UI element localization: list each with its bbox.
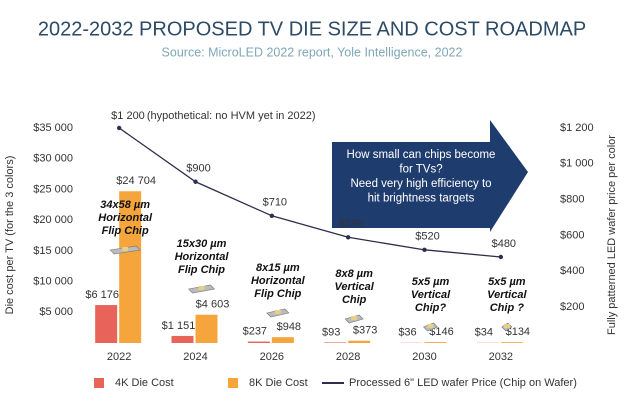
bar [171, 335, 194, 343]
y-tick-label: $5 000 [39, 306, 73, 318]
line-annotation: (hypothetical: no HVM yet in 2022) [147, 110, 316, 122]
chip-label: Horizontal [175, 251, 230, 263]
bar-value-label: $373 [353, 325, 377, 337]
chip-label: 5x5 µm [488, 276, 526, 288]
bar-value-label: $1 151 [162, 320, 196, 332]
chip-icon [122, 247, 129, 251]
bar [500, 342, 523, 343]
chip-label: 5x5 µm [412, 276, 450, 288]
callout: How small can chips become for TVs? Need v… [332, 120, 528, 232]
line-point [498, 254, 504, 260]
callout-text: hit brightness targets [368, 193, 475, 205]
callout-text: How small can chips become [347, 149, 496, 161]
y-tick-label: $30 000 [33, 153, 73, 165]
chart-subtitle: Source: MicroLED 2022 report, Yole Intel… [162, 45, 463, 59]
chip-label: Chip [342, 294, 367, 306]
line-point [345, 235, 351, 240]
bar-value-label: $237 [243, 325, 267, 337]
chip-label: Chip? [415, 302, 446, 314]
chip-label: 15x30 µm [177, 238, 227, 250]
bar-value-label: $948 [277, 321, 301, 333]
line [118, 127, 501, 258]
bar [348, 340, 371, 343]
y2-tick-label: $1 200 [560, 122, 594, 134]
chip-icon [503, 324, 510, 328]
x-tick-label: 2024 [183, 351, 207, 363]
callout-text: for TVs? [399, 164, 442, 176]
y-tick-label: $35 000 [33, 122, 73, 134]
line-value-label: $520 [415, 231, 439, 243]
x-tick-label: 2032 [489, 351, 513, 363]
y-tick-label: $25 000 [33, 183, 73, 195]
bar-value-label: $146 [429, 326, 453, 338]
line-point [116, 125, 122, 131]
x-tick-label: 2022 [107, 351, 131, 363]
y2-tick-label: $200 [560, 301, 584, 313]
y-axis-title: Die cost per TV (for the 3 colors) [4, 156, 16, 315]
chip-icon [351, 316, 358, 320]
bar [119, 191, 142, 343]
chip-icon [198, 286, 205, 290]
line-value-label: $1 200 (hypothetical: no HVM yet in 2022) [111, 110, 315, 122]
chart-title: 2022-2032 PROPOSED TV DIE SIZE AND COST … [38, 18, 586, 40]
line-point [193, 179, 198, 184]
y2-tick-label: $800 [560, 194, 584, 206]
y2-tick-label: $400 [560, 265, 584, 277]
legend-label: Processed 6" LED wafer Price (Chip on Wa… [349, 377, 577, 389]
chip-label: Horizontal [251, 275, 306, 287]
y2-tick-label: $1 000 [560, 158, 594, 170]
bar-value-label: $24 704 [116, 175, 156, 187]
callout-text: Need very high efficiency to [350, 178, 491, 190]
bar [195, 314, 218, 343]
bar-value-label: $34 [475, 327, 493, 339]
y-tick-label: $15 000 [33, 245, 73, 257]
x-tick-label: 2026 [260, 351, 284, 363]
x-tick-label: 2028 [336, 351, 360, 363]
chip-label: Flip Chip [102, 225, 149, 237]
legend-label: 8K Die Cost [249, 377, 308, 389]
line-point [269, 213, 275, 218]
bar [424, 342, 447, 343]
chip-icon [274, 310, 281, 314]
y-tick-label: $10 000 [33, 275, 73, 287]
bar-value-label: $134 [506, 326, 530, 338]
y2-tick-label: $600 [560, 229, 584, 241]
line-value-label: $710 [263, 197, 287, 209]
bar-value-label: $36 [398, 327, 416, 339]
chip-icon [427, 324, 434, 328]
legend-swatch [228, 378, 238, 388]
legend-label: 4K Die Cost [115, 377, 174, 389]
chip-label: Vertical [487, 289, 527, 301]
chip-label: 8x15 µm [256, 262, 300, 274]
line-value-label: $480 [492, 238, 516, 250]
legend-swatch [94, 378, 104, 388]
bar [324, 342, 347, 343]
chip-label: 8x8 µm [335, 268, 373, 280]
chip-label: Flip Chip [254, 288, 301, 300]
callout-arrow [332, 120, 528, 232]
chip-label: 34x58 µm [100, 199, 150, 211]
line-value-label: $1 200 [111, 110, 145, 122]
y2-axis-title: Fully patterned LED wafer price per colo… [606, 135, 618, 335]
bar [271, 337, 294, 343]
x-tick-label: 2030 [412, 351, 436, 363]
line-point [422, 247, 427, 253]
chip-label: Vertical [334, 281, 374, 293]
chip-label: Chip ? [490, 302, 524, 314]
line-value-label: $590 [339, 218, 363, 230]
chip-label: Horizontal [98, 212, 153, 224]
bar-value-label: $6 176 [85, 289, 119, 301]
line-value-label: $900 [186, 163, 210, 175]
bar [247, 341, 270, 343]
bar-value-label: $93 [322, 326, 340, 338]
chip-label: Flip Chip [178, 264, 225, 276]
chip-label: Vertical [411, 289, 451, 301]
y-tick-label: $20 000 [33, 214, 73, 226]
bar [95, 305, 118, 343]
bar-value-label: $4 603 [196, 299, 230, 311]
